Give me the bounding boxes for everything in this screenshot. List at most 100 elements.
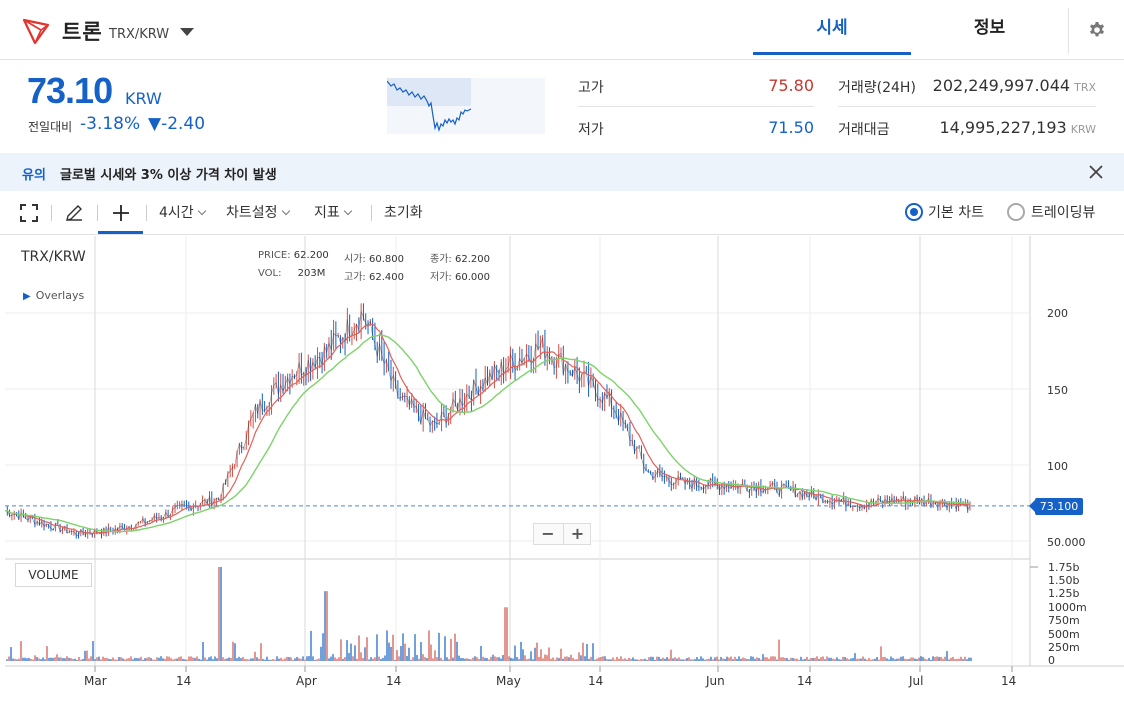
coin-select-chevron-down-icon[interactable] <box>180 28 194 36</box>
triangle-right-icon: ▶ <box>23 291 31 302</box>
gear-icon <box>1089 22 1104 37</box>
change-rate: -3.18% <box>80 114 141 134</box>
overlays-toggle[interactable]: ▶ Overlays <box>23 289 84 302</box>
moving-average-long <box>5 334 971 533</box>
chart-settings-dropdown[interactable]: 차트설정 <box>226 202 290 222</box>
volume-label: 거래량(24H) <box>838 80 916 96</box>
price-line <box>4 310 971 537</box>
pencil-icon[interactable] <box>64 203 84 223</box>
x-tick-label: Mar <box>84 674 107 688</box>
crosshair-icon[interactable] <box>111 203 131 223</box>
x-tick-label: Jul <box>909 674 924 688</box>
header: 트론 TRX/KRW 시세 정보 <box>0 0 1124 60</box>
ohlc-key: 고가: <box>344 272 366 283</box>
low-label: 저가 <box>578 122 604 138</box>
chart-background <box>0 236 1124 703</box>
volume-value: 202,249,997.044 TRX <box>900 76 1096 95</box>
zoom-controls: − + <box>533 523 591 545</box>
chart-canvas[interactable] <box>0 236 1124 703</box>
ohlc-value: 60.000 <box>454 272 490 283</box>
interval-dropdown[interactable]: 4시간 <box>159 202 206 222</box>
settings-button[interactable] <box>1068 8 1124 54</box>
price-currency: KRW <box>125 89 162 108</box>
coin-name: 트론 <box>62 20 103 44</box>
indicators-dropdown[interactable]: 지표 <box>314 202 353 222</box>
ohlc-low: 저가: 60.000 <box>430 268 490 283</box>
chevron-down-icon <box>343 206 353 216</box>
basic-chart-radio[interactable] <box>905 203 923 221</box>
notice-text: 글로벌 시세와 3% 이상 가격 차이 발생 <box>60 168 277 183</box>
volume-tick-label: 1.25b <box>1048 587 1080 600</box>
volume-tick-label: 500m <box>1048 628 1080 641</box>
zoom-out-button[interactable]: − <box>541 524 555 543</box>
volume-tick-label: 1.75b <box>1048 561 1080 574</box>
x-tick-label: 14 <box>1001 674 1017 688</box>
overlays-label: Overlays <box>35 289 85 302</box>
x-tick-label: 14 <box>176 674 192 688</box>
ohlc-key: 저가: <box>430 272 452 283</box>
reset-button[interactable]: 초기화 <box>384 205 423 221</box>
toolbar-divider <box>51 205 52 221</box>
ohlc-price: PRICE: 62.200 <box>258 250 329 261</box>
ohlc-value: 62.200 <box>293 250 329 261</box>
moving-average-short <box>5 323 971 534</box>
ohlc-close: 종가: 62.200 <box>430 250 490 265</box>
zoom-in-button[interactable]: + <box>563 524 591 544</box>
x-tick-label: 14 <box>386 674 402 688</box>
volume-tick-label: 1000m <box>1048 601 1087 614</box>
volume-tick-label: 750m <box>1048 614 1080 627</box>
volume-unit: TRX <box>1074 81 1096 94</box>
ohlc-value: 62.200 <box>454 254 490 265</box>
change-price: ▼-2.40 <box>148 114 206 134</box>
ohlc-value: 60.800 <box>368 254 404 265</box>
active-tool-indicator <box>98 231 143 234</box>
tron-logo-icon <box>22 18 50 45</box>
ohlc-value: 203M <box>297 268 326 279</box>
high-label: 고가 <box>578 80 604 96</box>
chart-settings-label: 차트설정 <box>226 205 278 221</box>
notice-banner: 유의 글로벌 시세와 3% 이상 가격 차이 발생 <box>0 153 1124 191</box>
toolbar-divider <box>371 205 372 221</box>
amount-unit: KRW <box>1070 123 1096 136</box>
x-tick-label: Apr <box>296 674 317 688</box>
x-tick-label: Jun <box>706 674 725 688</box>
y-tick-label: 50.000 <box>1047 536 1086 549</box>
amount-value: 14,995,227,193 KRW <box>900 118 1096 137</box>
toolbar-divider <box>97 205 98 221</box>
y-tick-label: 100 <box>1047 460 1068 473</box>
tab-quote[interactable]: 시세 <box>753 0 911 55</box>
ohlc-value: 62.400 <box>368 272 404 283</box>
close-icon[interactable] <box>1086 162 1106 182</box>
low-value: 71.50 <box>768 118 814 137</box>
ohlc-key: 종가: <box>430 254 452 265</box>
chart-toolbar: 4시간 차트설정 지표 초기화 기본 차트 트레이딩뷰 <box>0 191 1124 235</box>
divider <box>838 106 1096 107</box>
fullscreen-icon[interactable] <box>20 204 38 222</box>
ohlc-volume: VOL: 203M <box>258 268 325 279</box>
volume-tick-label: 250m <box>1048 641 1080 654</box>
ohlc-key: PRICE: <box>258 250 291 261</box>
tradingview-label[interactable]: 트레이딩뷰 <box>1031 205 1096 221</box>
current-price: 73.10 <box>27 70 113 111</box>
x-tick-label: 14 <box>588 674 604 688</box>
chevron-down-icon <box>197 206 206 216</box>
volume-panel-label: VOLUME <box>15 563 92 587</box>
toolbar-divider <box>146 205 147 221</box>
volume-tick-label: 0 <box>1048 654 1055 667</box>
price-chart[interactable]: TRX/KRW ▶ Overlays PRICE: 62.200 시가: 60.8… <box>0 236 1124 703</box>
chart-symbol: TRX/KRW <box>21 249 86 265</box>
volume-tick-label: 1.50b <box>1048 574 1080 587</box>
ohlc-open: 시가: 60.800 <box>344 250 404 265</box>
tradingview-radio[interactable] <box>1007 203 1025 221</box>
x-tick-label: May <box>496 674 521 688</box>
divider <box>578 106 814 107</box>
ohlc-high: 고가: 62.400 <box>344 268 404 283</box>
x-tick-label: 14 <box>797 674 813 688</box>
coin-pair: TRX/KRW <box>109 27 170 42</box>
tab-info[interactable]: 정보 <box>973 18 1006 38</box>
basic-chart-label[interactable]: 기본 차트 <box>928 205 984 221</box>
ohlc-key: 시가: <box>344 254 366 265</box>
y-tick-label: 150 <box>1047 384 1068 397</box>
last-price-tag: 73.100 <box>1029 498 1083 515</box>
